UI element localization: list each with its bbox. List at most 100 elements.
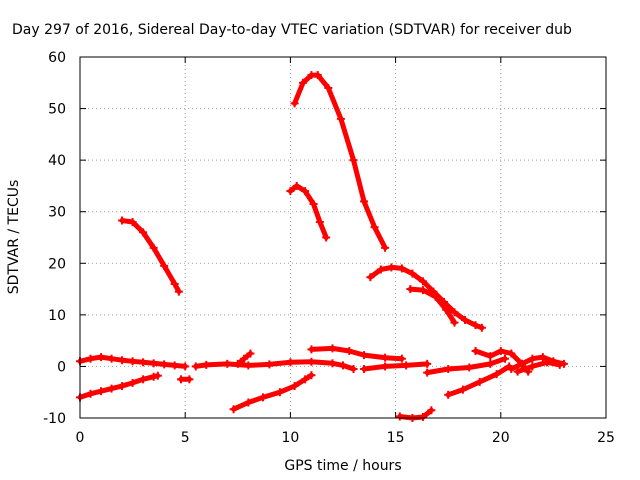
- data-point: [381, 362, 390, 371]
- data-point: [307, 345, 316, 354]
- data-point: [301, 375, 310, 384]
- data-point: [322, 233, 331, 242]
- data-point: [471, 346, 480, 355]
- data-point: [465, 363, 474, 372]
- data-point: [149, 243, 158, 252]
- series-line: [231, 372, 314, 412]
- data-point: [360, 351, 369, 360]
- y-tick-label: 60: [48, 50, 66, 66]
- data-point: [149, 372, 158, 381]
- data-point: [265, 360, 274, 369]
- y-axis-label: SDTVAR / TECUs: [6, 180, 22, 295]
- data-point: [387, 263, 396, 272]
- data-point: [292, 181, 301, 190]
- data-point: [290, 382, 299, 391]
- data-point: [423, 359, 432, 368]
- data-point: [339, 361, 347, 370]
- data-point: [174, 287, 183, 296]
- data-series: [76, 71, 568, 422]
- data-point: [370, 223, 379, 232]
- data-point: [397, 264, 406, 273]
- data-point: [528, 354, 537, 363]
- data-point: [528, 362, 537, 371]
- data-point: [244, 361, 253, 370]
- data-point: [128, 357, 137, 366]
- series-arc-12: [406, 285, 459, 327]
- series-arc-14: [395, 406, 436, 422]
- data-point: [402, 361, 411, 370]
- data-point: [349, 365, 358, 374]
- data-point: [418, 412, 427, 421]
- data-point: [223, 359, 232, 368]
- y-tick-label: 50: [48, 102, 66, 118]
- x-tick-labels: 0 5 10 15 20 25: [76, 430, 615, 446]
- data-point: [349, 156, 358, 165]
- series-line: [193, 359, 356, 372]
- x-tick-label: 25: [597, 430, 615, 446]
- y-tick-label: 0: [57, 359, 66, 375]
- data-point: [450, 308, 459, 317]
- y-tick-label: 40: [48, 153, 66, 169]
- data-point: [118, 356, 127, 365]
- data-point: [477, 323, 486, 332]
- data-point: [328, 359, 337, 368]
- data-point: [444, 390, 453, 399]
- plot-frame: [79, 56, 607, 419]
- data-point: [107, 354, 116, 363]
- data-point: [418, 286, 427, 295]
- y-tick-label: -10: [43, 411, 66, 427]
- data-point: [492, 370, 501, 379]
- data-point: [176, 375, 185, 384]
- data-point: [431, 292, 440, 301]
- series-arc-2: [76, 371, 162, 402]
- series-arc-19: [513, 358, 564, 376]
- data-point: [366, 273, 375, 282]
- data-point: [442, 305, 451, 314]
- y-tick-label: 20: [48, 256, 66, 272]
- data-point: [486, 359, 495, 368]
- data-point: [513, 367, 522, 376]
- series-line: [292, 72, 388, 251]
- data-point: [290, 99, 299, 108]
- data-point: [107, 384, 116, 393]
- data-point: [160, 360, 169, 369]
- data-point: [423, 368, 432, 377]
- data-point: [345, 346, 354, 355]
- data-point: [139, 375, 148, 384]
- data-point: [128, 378, 137, 387]
- series-arc-15: [423, 354, 510, 377]
- data-point: [286, 187, 295, 196]
- data-point: [461, 316, 470, 325]
- data-point: [153, 371, 162, 380]
- series-arc-7: [233, 349, 255, 368]
- data-point: [275, 388, 284, 397]
- data-point: [307, 371, 316, 380]
- series-arc-5: [191, 357, 358, 374]
- series-arc-10: [307, 344, 406, 363]
- series-line: [515, 359, 563, 375]
- data-point: [185, 375, 194, 384]
- data-point: [538, 353, 547, 362]
- data-point: [118, 216, 127, 225]
- data-point: [313, 71, 322, 80]
- x-tick-label: 0: [76, 430, 85, 446]
- data-point: [501, 354, 510, 363]
- data-point: [507, 365, 516, 374]
- data-point: [233, 359, 242, 368]
- x-tick-label: 15: [387, 430, 405, 446]
- data-point: [475, 377, 484, 386]
- data-point: [259, 393, 268, 402]
- series-line: [361, 361, 430, 372]
- series-arc-6: [229, 371, 316, 414]
- series-arc-8: [286, 181, 331, 242]
- data-point: [181, 362, 190, 371]
- data-point: [517, 359, 526, 368]
- data-point: [427, 406, 436, 415]
- data-point: [450, 318, 459, 327]
- y-tick-labels: -10 0 10 20 30 40 50 60: [43, 50, 66, 427]
- data-point: [395, 412, 404, 421]
- data-point: [118, 382, 127, 391]
- x-axis-label: GPS time / hours: [284, 458, 401, 474]
- data-point: [244, 398, 253, 407]
